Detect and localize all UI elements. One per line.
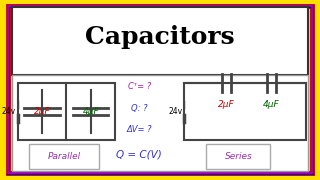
- FancyBboxPatch shape: [12, 7, 308, 171]
- Text: Capacitors: Capacitors: [85, 25, 235, 49]
- Text: ΔV= ?: ΔV= ?: [126, 125, 152, 134]
- Bar: [29, 144, 99, 169]
- Text: Series: Series: [225, 152, 252, 161]
- Text: 24v: 24v: [2, 107, 16, 116]
- FancyBboxPatch shape: [4, 3, 316, 176]
- Text: Cᵀ= ?: Cᵀ= ?: [128, 82, 151, 91]
- FancyBboxPatch shape: [12, 75, 308, 171]
- Bar: [18, 83, 115, 140]
- Bar: [184, 83, 306, 140]
- Text: Q = C(V): Q = C(V): [116, 150, 162, 160]
- FancyBboxPatch shape: [12, 7, 308, 75]
- Text: 2μF: 2μF: [218, 100, 235, 109]
- Text: 24v: 24v: [168, 107, 182, 116]
- Text: 2μF: 2μF: [34, 107, 50, 116]
- Bar: [206, 144, 270, 169]
- Text: Parallel: Parallel: [47, 152, 81, 161]
- Text: 4μF: 4μF: [83, 107, 99, 116]
- Text: Q: ?: Q: ?: [131, 103, 148, 112]
- Text: 4μF: 4μF: [263, 100, 280, 109]
